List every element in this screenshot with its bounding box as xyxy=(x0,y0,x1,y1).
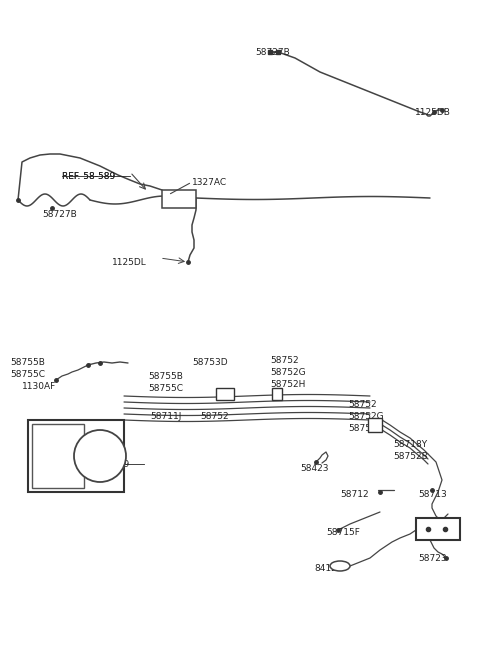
Text: 58752G: 58752G xyxy=(270,368,306,377)
Text: 58752H: 58752H xyxy=(270,380,305,389)
Text: 58423: 58423 xyxy=(300,464,328,473)
Text: 58715F: 58715F xyxy=(326,528,360,537)
Text: 1125DL: 1125DL xyxy=(112,258,147,267)
Text: 58752: 58752 xyxy=(270,356,299,365)
Bar xyxy=(416,518,460,540)
Text: 58755C: 58755C xyxy=(148,384,183,393)
Text: 1125DB: 1125DB xyxy=(415,108,451,117)
Bar xyxy=(216,388,234,400)
Text: 58755B: 58755B xyxy=(148,372,183,381)
Ellipse shape xyxy=(330,561,350,571)
Circle shape xyxy=(74,430,126,482)
Text: 58752G: 58752G xyxy=(348,412,384,421)
Text: 58723: 58723 xyxy=(418,554,446,563)
Bar xyxy=(162,190,196,208)
Text: 58752: 58752 xyxy=(200,412,228,421)
Text: 58752B: 58752B xyxy=(393,452,428,461)
Text: REF. 58-589: REF. 58-589 xyxy=(62,172,115,181)
Text: 58724: 58724 xyxy=(430,524,458,533)
Text: 1327AC: 1327AC xyxy=(192,178,227,187)
Text: 58755C: 58755C xyxy=(10,370,45,379)
Text: 58713: 58713 xyxy=(418,490,447,499)
Text: 58752: 58752 xyxy=(348,400,377,409)
Text: 84129: 84129 xyxy=(314,564,343,573)
Text: 58755B: 58755B xyxy=(10,358,45,367)
Bar xyxy=(32,424,84,488)
Text: 58752H: 58752H xyxy=(348,424,384,433)
Text: 58718Y: 58718Y xyxy=(393,440,427,449)
Text: 58727B: 58727B xyxy=(255,48,290,57)
Text: 1130AF: 1130AF xyxy=(22,382,56,391)
Text: 58711J: 58711J xyxy=(150,412,181,421)
Text: 58727B: 58727B xyxy=(42,210,77,219)
Bar xyxy=(28,420,124,492)
Text: REF. 58-589: REF. 58-589 xyxy=(76,460,129,469)
Text: 58753D: 58753D xyxy=(192,358,228,367)
Text: 58712: 58712 xyxy=(340,490,369,499)
Bar xyxy=(368,418,382,432)
Text: REF. 58-589: REF. 58-589 xyxy=(62,172,115,181)
Bar xyxy=(272,388,282,400)
